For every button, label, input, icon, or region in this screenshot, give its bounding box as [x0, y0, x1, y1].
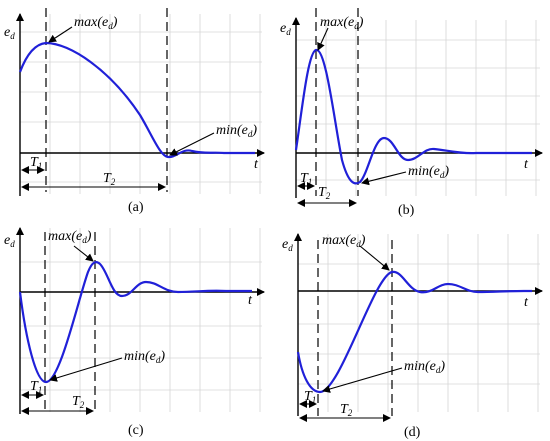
- panel-c-y-label: ed: [4, 233, 15, 249]
- panel-d-t1-label: T1: [304, 389, 316, 405]
- panel-d-y-label: ed: [282, 237, 293, 253]
- panel-b-y-label: ed: [280, 21, 291, 37]
- panel-c-max-label: max(ed): [48, 229, 92, 245]
- panel-a-caption: (a): [128, 200, 144, 215]
- panel-d-max-pointer: [359, 245, 390, 271]
- panel-d-grid: [298, 234, 540, 412]
- panel-d-error-curve: [296, 270, 532, 394]
- panel-a-max-pointer: [48, 26, 73, 43]
- panel-a-error-curve: [18, 41, 255, 159]
- panel-d-x-label: t: [524, 295, 529, 310]
- panel-c: ed t max(ed) min(ed) T1 T2 (c): [4, 227, 265, 438]
- panel-d-min-pointer: [322, 367, 403, 393]
- panel-d-max-label: max(ed): [322, 233, 366, 249]
- panel-b-max-label: max(ed): [320, 15, 364, 31]
- panel-a-min-label: min(ed): [216, 123, 257, 139]
- panel-a-x-label: t: [254, 157, 259, 172]
- panel-c-max-pointer: [73, 245, 94, 262]
- panel-b-min-label: min(ed): [408, 164, 449, 180]
- panel-d-t2-label: T2: [340, 402, 353, 418]
- panel-c-x-label: t: [248, 293, 253, 308]
- panel-b-grid: [296, 20, 540, 196]
- panel-d: ed t max(ed) min(ed) T1 T2 (d): [282, 233, 543, 440]
- panel-c-min-pointer: [49, 357, 123, 382]
- panel-b-caption: (b): [398, 203, 415, 218]
- panel-a: ed t max(ed) min(ed) T1 T2 (a): [4, 8, 265, 215]
- panel-b-min-pointer: [361, 171, 407, 186]
- panel-a-t1-label: T1: [30, 155, 42, 171]
- panel-b: ed t max(ed) min(ed) T1 T2 (b): [280, 8, 543, 218]
- panel-c-error-curve: [18, 261, 252, 384]
- panel-a-t2-label: T2: [103, 171, 116, 187]
- panel-d-min-label: min(ed): [404, 359, 445, 375]
- panel-b-t2-label: T2: [318, 185, 331, 201]
- panel-b-x-label: t: [524, 157, 529, 172]
- panel-c-caption: (c): [128, 423, 144, 438]
- panel-a-min-pointer: [169, 132, 215, 156]
- panel-c-grid: [20, 228, 262, 412]
- panel-c-min-label: min(ed): [124, 349, 165, 365]
- panel-a-grid: [20, 14, 262, 194]
- panel-b-t1-label: T1: [300, 171, 312, 187]
- panel-d-caption: (d): [404, 425, 421, 440]
- panel-a-y-label: ed: [4, 25, 15, 41]
- panel-c-t1-label: T1: [30, 379, 42, 395]
- panel-a-max-label: max(ed): [74, 15, 118, 31]
- panel-b-max-pointer: [317, 27, 329, 51]
- panel-c-t2-label: T2: [72, 394, 85, 410]
